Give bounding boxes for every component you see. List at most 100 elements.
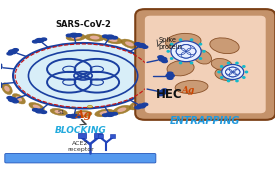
Ellipse shape	[171, 41, 201, 62]
Ellipse shape	[108, 38, 118, 42]
Ellipse shape	[161, 79, 167, 85]
Ellipse shape	[66, 34, 72, 37]
Ellipse shape	[7, 97, 12, 99]
Ellipse shape	[90, 36, 100, 40]
Ellipse shape	[102, 35, 108, 38]
Ellipse shape	[162, 89, 167, 91]
Ellipse shape	[71, 36, 81, 39]
Ellipse shape	[171, 58, 173, 59]
Ellipse shape	[199, 58, 201, 59]
Ellipse shape	[190, 39, 193, 40]
Ellipse shape	[66, 34, 86, 41]
Ellipse shape	[158, 57, 167, 61]
Ellipse shape	[129, 100, 145, 110]
Ellipse shape	[135, 43, 140, 45]
Ellipse shape	[148, 51, 161, 63]
Ellipse shape	[125, 41, 134, 46]
FancyBboxPatch shape	[110, 134, 115, 138]
Text: HEC: HEC	[156, 88, 182, 101]
Ellipse shape	[179, 62, 182, 64]
Ellipse shape	[158, 90, 167, 94]
Ellipse shape	[193, 50, 211, 64]
Ellipse shape	[163, 70, 168, 77]
Ellipse shape	[9, 98, 17, 102]
Ellipse shape	[76, 34, 82, 36]
Text: Ag: Ag	[182, 86, 195, 95]
Ellipse shape	[100, 111, 109, 115]
Ellipse shape	[143, 92, 157, 104]
Ellipse shape	[113, 105, 131, 114]
Ellipse shape	[210, 38, 239, 54]
Ellipse shape	[133, 102, 141, 107]
Text: Spike
protein: Spike protein	[159, 37, 182, 50]
Ellipse shape	[215, 67, 240, 81]
Ellipse shape	[151, 54, 158, 60]
Ellipse shape	[35, 39, 44, 42]
Ellipse shape	[221, 77, 223, 78]
Ellipse shape	[162, 60, 167, 63]
Ellipse shape	[236, 80, 238, 82]
Ellipse shape	[156, 58, 168, 71]
Ellipse shape	[35, 109, 44, 113]
Ellipse shape	[171, 43, 173, 45]
Ellipse shape	[199, 43, 201, 45]
Ellipse shape	[243, 66, 245, 67]
Ellipse shape	[158, 56, 163, 58]
Ellipse shape	[167, 51, 169, 52]
Ellipse shape	[203, 51, 205, 52]
Ellipse shape	[136, 44, 151, 55]
Ellipse shape	[29, 102, 44, 111]
Ellipse shape	[211, 58, 232, 70]
Ellipse shape	[9, 50, 17, 54]
FancyBboxPatch shape	[94, 133, 102, 138]
Ellipse shape	[50, 108, 67, 115]
Ellipse shape	[227, 80, 230, 82]
Ellipse shape	[175, 80, 208, 94]
Ellipse shape	[70, 33, 78, 37]
Text: S1: S1	[58, 110, 65, 115]
FancyBboxPatch shape	[98, 134, 103, 138]
Ellipse shape	[112, 36, 117, 39]
Ellipse shape	[112, 112, 117, 115]
Ellipse shape	[160, 67, 171, 80]
Ellipse shape	[243, 77, 245, 78]
Ellipse shape	[2, 83, 12, 94]
Ellipse shape	[79, 112, 87, 115]
Ellipse shape	[159, 75, 170, 89]
Ellipse shape	[167, 61, 194, 76]
Ellipse shape	[146, 95, 153, 101]
Ellipse shape	[236, 62, 238, 64]
FancyBboxPatch shape	[145, 16, 266, 113]
Ellipse shape	[33, 40, 38, 43]
Ellipse shape	[167, 77, 173, 79]
Ellipse shape	[13, 49, 18, 51]
Ellipse shape	[121, 39, 138, 49]
Ellipse shape	[137, 104, 145, 108]
Ellipse shape	[0, 64, 2, 66]
Ellipse shape	[137, 43, 145, 47]
Ellipse shape	[106, 112, 114, 116]
Ellipse shape	[153, 84, 165, 97]
FancyBboxPatch shape	[135, 9, 275, 120]
FancyBboxPatch shape	[78, 133, 86, 138]
Ellipse shape	[166, 74, 174, 78]
Ellipse shape	[33, 108, 38, 111]
Text: SARS-CoV-2: SARS-CoV-2	[55, 20, 111, 29]
Ellipse shape	[0, 65, 2, 69]
Ellipse shape	[7, 52, 12, 55]
Ellipse shape	[142, 103, 148, 106]
Ellipse shape	[41, 38, 47, 41]
Ellipse shape	[159, 61, 165, 68]
Ellipse shape	[166, 33, 201, 50]
Ellipse shape	[0, 85, 2, 88]
Ellipse shape	[54, 110, 63, 114]
FancyBboxPatch shape	[5, 153, 156, 163]
Ellipse shape	[13, 100, 18, 103]
Ellipse shape	[74, 110, 92, 117]
Text: ACE2
receptor: ACE2 receptor	[67, 141, 94, 152]
Ellipse shape	[76, 115, 82, 118]
Ellipse shape	[135, 106, 140, 109]
Ellipse shape	[33, 105, 41, 109]
Ellipse shape	[104, 36, 122, 44]
Ellipse shape	[156, 87, 162, 94]
